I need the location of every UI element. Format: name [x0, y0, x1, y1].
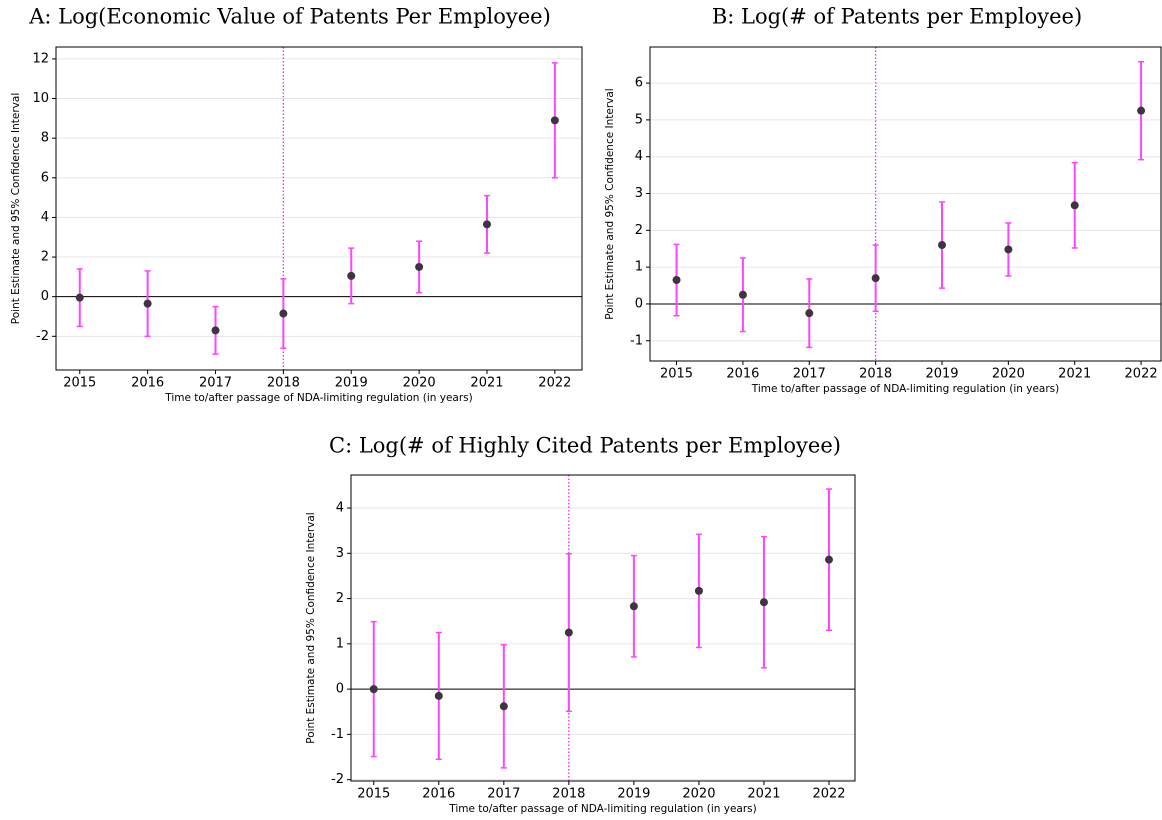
y-axis-label: Point Estimate and 95% Confidence Interv… [604, 88, 616, 319]
y-tick-label: 3 [635, 186, 643, 201]
point [482, 220, 491, 229]
x-tick-label: 2022 [1125, 367, 1158, 382]
x-tick-label: 2017 [199, 376, 232, 391]
y-tick-label: 4 [41, 210, 49, 225]
y-tick-label: -2 [36, 329, 49, 344]
y-tick-label: 4 [336, 501, 344, 516]
y-tick-label: 6 [635, 76, 643, 91]
point [672, 276, 681, 285]
point [550, 116, 559, 125]
point [279, 309, 288, 318]
x-tick-label: 2020 [682, 787, 715, 802]
y-tick-label: 4 [635, 149, 643, 164]
x-tick-label: 2019 [335, 376, 368, 391]
x-tick-label: 2016 [726, 367, 759, 382]
point [694, 586, 703, 595]
y-tick-label: -1 [630, 333, 643, 348]
y-tick-label: 3 [336, 546, 344, 561]
x-tick-label: 2021 [747, 787, 780, 802]
point [499, 702, 508, 711]
point [805, 309, 814, 318]
axes-frame [649, 46, 1162, 362]
point [347, 271, 356, 280]
y-tick-label: 1 [635, 260, 643, 275]
x-tick-label: 2022 [812, 787, 845, 802]
y-tick-label: 2 [41, 250, 49, 265]
axes-frame [350, 474, 856, 782]
chart-title: B: Log(# of Patents per Employee) [712, 5, 1082, 29]
chart-title: A: Log(Economic Value of Patents Per Emp… [28, 5, 551, 29]
x-axis-label: Time to/after passage of NDA-limiting re… [164, 392, 473, 404]
y-tick-label: 12 [32, 51, 49, 66]
y-tick-label: 8 [41, 131, 49, 146]
x-axis-label: Time to/after passage of NDA-limiting re… [448, 803, 757, 815]
chart-title: C: Log(# of Highly Cited Patents per Emp… [329, 434, 841, 458]
point [143, 299, 152, 308]
x-axis-label: Time to/after passage of NDA-limiting re… [751, 383, 1060, 395]
x-tick-label: 2020 [992, 367, 1025, 382]
y-tick-label: 0 [336, 682, 344, 697]
y-axis-label: Point Estimate and 95% Confidence Interv… [305, 512, 317, 743]
point [759, 598, 768, 607]
x-tick-label: 2018 [267, 376, 300, 391]
point [938, 241, 946, 250]
x-tick-label: 2015 [660, 367, 693, 382]
point [211, 326, 220, 335]
y-tick-label: -1 [331, 727, 344, 742]
point [564, 628, 573, 637]
point [434, 691, 443, 700]
y-tick-label: 10 [32, 91, 49, 106]
point [1004, 245, 1013, 254]
point [75, 293, 84, 302]
x-tick-label: 2018 [552, 787, 585, 802]
point [738, 290, 747, 299]
x-tick-label: 2017 [793, 367, 826, 382]
x-tick-label: 2015 [63, 376, 96, 391]
point [871, 274, 880, 283]
point [1137, 106, 1146, 115]
x-tick-label: 2018 [859, 367, 892, 382]
x-tick-label: 2022 [538, 376, 571, 391]
x-tick-label: 2016 [131, 376, 164, 391]
x-tick-label: 2019 [617, 787, 650, 802]
point [415, 262, 424, 271]
y-tick-label: 2 [336, 591, 344, 606]
y-tick-label: 1 [336, 636, 344, 651]
point [629, 602, 638, 611]
x-tick-label: 2021 [470, 376, 503, 391]
y-tick-label: 0 [41, 289, 49, 304]
x-tick-label: 2020 [403, 376, 436, 391]
x-tick-label: 2016 [422, 787, 455, 802]
axes-frame [55, 46, 583, 371]
x-tick-label: 2015 [357, 787, 390, 802]
x-tick-label: 2021 [1058, 367, 1091, 382]
x-tick-label: 2019 [925, 367, 958, 382]
y-axis-label: Point Estimate and 95% Confidence Interv… [10, 93, 22, 324]
point [824, 555, 833, 564]
y-tick-label: 2 [635, 223, 643, 238]
x-tick-label: 2017 [487, 787, 520, 802]
y-tick-label: 6 [41, 170, 49, 185]
y-tick-label: 0 [635, 296, 643, 311]
point [1070, 201, 1079, 210]
y-tick-label: -2 [331, 772, 344, 787]
y-tick-label: 5 [635, 112, 643, 127]
point [369, 685, 378, 694]
